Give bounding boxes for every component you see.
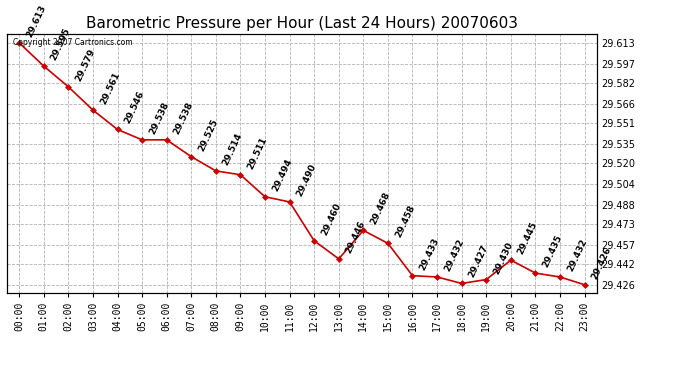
Text: 29.525: 29.525 [197,117,219,153]
Text: 29.613: 29.613 [25,3,48,39]
Text: 29.468: 29.468 [369,191,392,226]
Text: 29.490: 29.490 [295,162,318,198]
Text: 29.546: 29.546 [123,90,146,125]
Text: 29.446: 29.446 [344,219,367,255]
Text: 29.430: 29.430 [492,240,515,275]
Text: 29.433: 29.433 [418,236,441,272]
Text: 29.538: 29.538 [148,100,170,136]
Text: 29.426: 29.426 [590,245,613,280]
Text: 29.432: 29.432 [442,237,466,273]
Text: 29.538: 29.538 [172,100,195,136]
Text: 29.445: 29.445 [516,220,540,256]
Title: Barometric Pressure per Hour (Last 24 Hours) 20070603: Barometric Pressure per Hour (Last 24 Ho… [86,16,518,31]
Text: Copyright 2007 Cartronics.com: Copyright 2007 Cartronics.com [13,38,132,46]
Text: 29.561: 29.561 [99,70,121,106]
Text: 29.579: 29.579 [74,47,97,82]
Text: 29.460: 29.460 [319,201,342,237]
Text: 29.435: 29.435 [541,234,564,269]
Text: 29.514: 29.514 [221,131,244,167]
Text: 29.432: 29.432 [566,237,589,273]
Text: 29.494: 29.494 [270,157,293,193]
Text: 29.595: 29.595 [49,27,72,62]
Text: 29.458: 29.458 [393,204,416,239]
Text: 29.511: 29.511 [246,135,269,171]
Text: 29.427: 29.427 [467,244,490,279]
